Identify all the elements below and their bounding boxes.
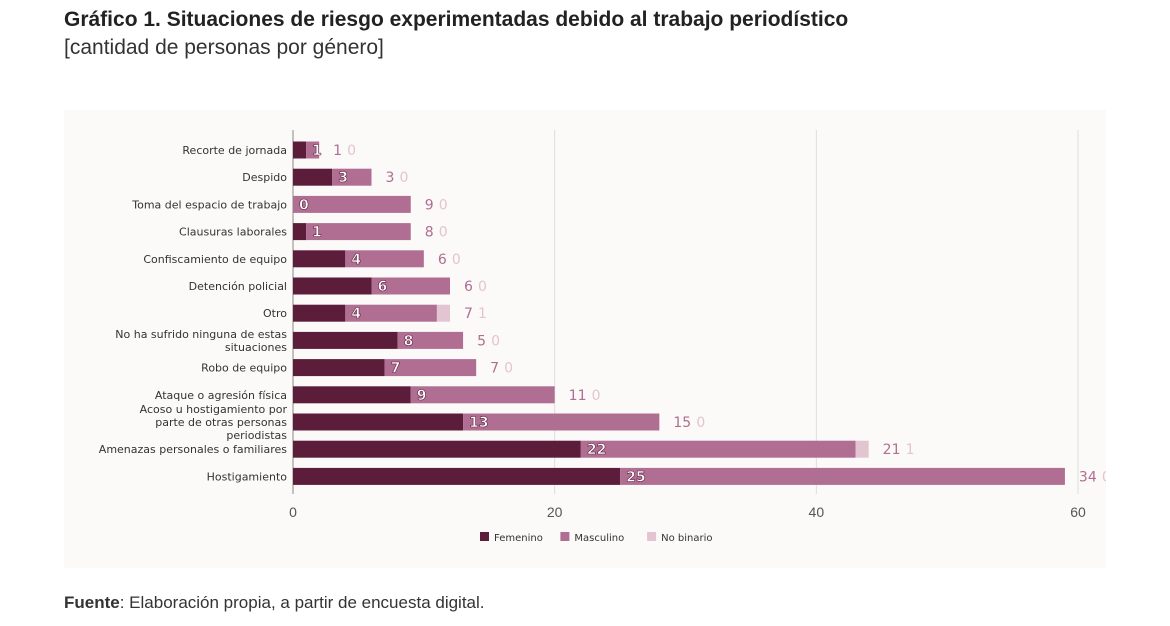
category-label: Clausuras laborales xyxy=(179,226,287,239)
legend-swatch-masculino xyxy=(560,532,570,541)
data-label-masculino: 7 xyxy=(490,361,499,377)
bar-no-binario xyxy=(436,304,450,322)
bar-femenino xyxy=(293,168,333,186)
source-label: Fuente xyxy=(64,593,120,612)
bar-femenino xyxy=(293,413,464,431)
category-label: Otro xyxy=(263,307,287,320)
source-text: : Elaboración propia, a partir de encues… xyxy=(119,593,485,612)
data-label-no-binario: 0 xyxy=(452,252,461,268)
data-label-masculino: 3 xyxy=(386,170,395,186)
data-label-masculino: 21 xyxy=(883,442,901,458)
bar-femenino xyxy=(293,250,346,268)
category-label: Robo de equipo xyxy=(201,362,287,375)
data-label-femenino: 4 xyxy=(351,306,361,322)
data-label-masculino: 6 xyxy=(464,279,473,295)
category-label: Recorte de jornada xyxy=(182,144,287,157)
data-label-no-binario: 0 xyxy=(491,333,500,349)
data-label-masculino: 9 xyxy=(425,197,434,213)
data-label-femenino: 8 xyxy=(404,333,414,349)
data-label-masculino: 8 xyxy=(425,225,434,241)
data-label-masculino: 5 xyxy=(477,333,486,349)
data-label-femenino: 4 xyxy=(351,252,361,268)
chart-area: 0 20 40 60 Recorte de jornada 1 1 0 Despido 3 3 0 To… xyxy=(64,110,1106,568)
legend-swatch-femenino xyxy=(480,532,489,541)
category-label: situaciones xyxy=(225,341,287,354)
category-label: Acoso u hostigamiento por xyxy=(140,403,288,416)
data-label-masculino: 6 xyxy=(438,252,447,268)
bar-femenino xyxy=(293,304,346,322)
chart-subtitle: [cantidad de personas por género] xyxy=(64,36,384,59)
data-label-no-binario: 1 xyxy=(478,306,487,322)
category-label: parte de otras personas xyxy=(155,416,287,429)
category-label: No ha sufrido ninguna de estas xyxy=(115,328,287,341)
x-tick-label: 60 xyxy=(1070,504,1086,520)
data-label-femenino: 22 xyxy=(587,442,606,458)
data-label-masculino: 1 xyxy=(333,143,342,159)
bar-masculino xyxy=(384,359,477,377)
legend-swatch-no-binario xyxy=(647,532,657,541)
bar-masculino xyxy=(345,250,424,268)
data-label-femenino: 25 xyxy=(626,469,645,485)
data-label-masculino: 34 xyxy=(1079,469,1097,485)
data-label-no-binario: 0 xyxy=(1102,469,1106,485)
legend-label: Femenino xyxy=(494,533,543,544)
data-label-femenino: 6 xyxy=(378,279,388,295)
data-label-no-binario: 0 xyxy=(592,388,601,404)
bar-masculino xyxy=(410,386,555,404)
bar-femenino xyxy=(293,386,411,404)
data-label-femenino: 7 xyxy=(391,361,401,377)
legend-label: Masculino xyxy=(574,533,624,544)
category-label: Amenazas personales o familiares xyxy=(99,443,287,456)
bar-masculino xyxy=(306,223,411,241)
legend-label: No binario xyxy=(661,533,712,544)
data-label-no-binario: 0 xyxy=(478,279,487,295)
category-label: Hostigamiento xyxy=(207,470,288,483)
category-label: Detención policial xyxy=(189,280,287,293)
x-tick-label: 40 xyxy=(809,504,825,520)
category-label: Ataque o agresión física xyxy=(155,389,287,402)
bar-masculino xyxy=(293,195,411,213)
data-label-masculino: 7 xyxy=(464,306,473,322)
bar-masculino xyxy=(463,413,660,431)
data-label-no-binario: 0 xyxy=(439,197,448,213)
bar-no-binario xyxy=(855,440,869,458)
data-label-femenino: 1 xyxy=(312,225,322,241)
x-tick-label: 0 xyxy=(289,504,297,520)
bar-masculino xyxy=(620,467,1065,485)
bar-masculino xyxy=(580,440,856,458)
category-label: Toma del espacio de trabajo xyxy=(131,198,287,211)
bar-masculino xyxy=(345,304,437,322)
bar-femenino xyxy=(293,440,581,458)
data-label-femenino: 3 xyxy=(338,170,348,186)
chart-title: Gráfico 1. Situaciones de riesgo experim… xyxy=(64,8,849,31)
category-label: Confiscamiento de equipo xyxy=(143,253,287,266)
data-label-femenino: 9 xyxy=(417,388,427,404)
data-label-masculino: 15 xyxy=(673,415,691,431)
data-label-femenino: 13 xyxy=(469,415,488,431)
data-label-no-binario: 0 xyxy=(400,170,409,186)
data-label-no-binario: 0 xyxy=(696,415,705,431)
bar-femenino xyxy=(293,277,372,295)
data-label-masculino: 11 xyxy=(569,388,587,404)
bar-femenino xyxy=(293,359,385,377)
category-label: periodistas xyxy=(226,429,287,442)
data-label-femenino: 0 xyxy=(299,197,309,213)
data-label-no-binario: 1 xyxy=(906,442,915,458)
bar-masculino xyxy=(306,141,320,159)
data-label-no-binario: 0 xyxy=(439,225,448,241)
data-label-no-binario: 0 xyxy=(504,361,513,377)
bar-femenino xyxy=(293,223,307,241)
data-label-no-binario: 0 xyxy=(347,143,356,159)
source-note: Fuente: Elaboración propia, a partir de … xyxy=(64,593,485,613)
bar-femenino xyxy=(293,331,398,349)
bar-masculino xyxy=(332,168,372,186)
category-label: Despido xyxy=(242,171,287,184)
data-label-femenino: 1 xyxy=(312,143,322,159)
bar-masculino xyxy=(397,331,464,349)
bar-femenino xyxy=(293,467,621,485)
x-tick-label: 20 xyxy=(547,504,563,520)
bar-femenino xyxy=(293,141,307,159)
bar-masculino xyxy=(371,277,450,295)
